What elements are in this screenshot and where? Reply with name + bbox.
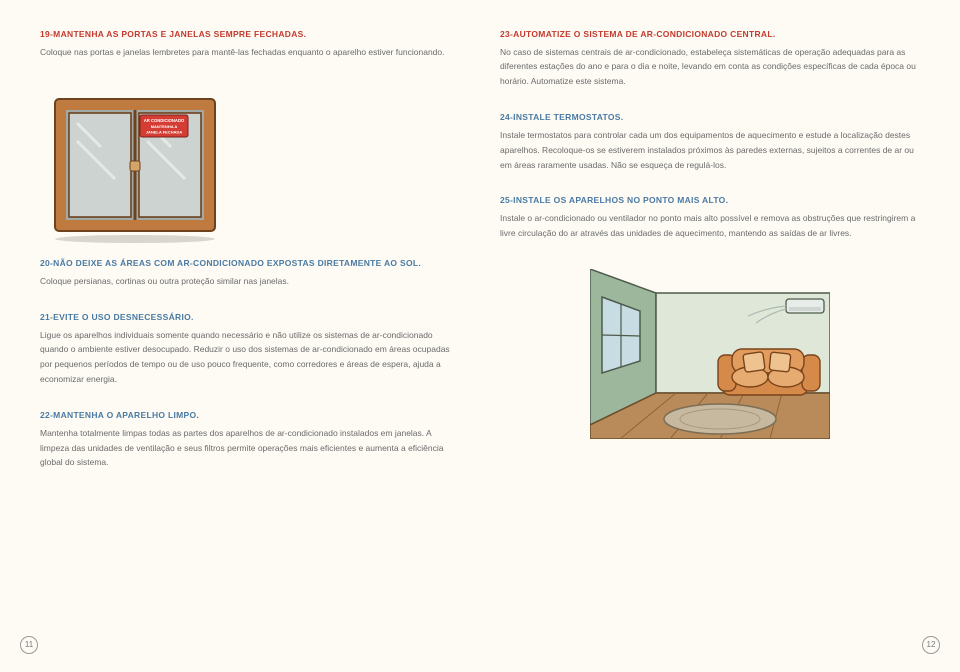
tip-25-heading: 25-INSTALE OS APARELHOS NO PONTO MAIS AL… [500,194,920,208]
svg-text:MANTENHA A: MANTENHA A [151,124,178,129]
tip-19: 19-MANTENHA AS PORTAS E JANELAS SEMPRE F… [40,28,460,73]
tip-22: 22-MANTENHA O APARELHO LIMPO. Mantenha t… [40,409,460,484]
svg-text:JANELA FECHADA: JANELA FECHADA [146,130,183,135]
page-number-right: 12 [922,636,940,654]
tip-24-body: Instale termostatos para controlar cada … [500,128,920,173]
tip-21-heading: 21-EVITE O USO DESNECESSÁRIO. [40,311,460,325]
tip-25: 25-INSTALE OS APARELHOS NO PONTO MAIS AL… [500,194,920,254]
tip-23-body: No caso de sistemas centrais de ar-condi… [500,45,920,90]
page-number-right-value: 12 [927,639,936,652]
svg-text:AR CONDICIONADO: AR CONDICIONADO [144,118,185,123]
left-column: 19-MANTENHA AS PORTAS E JANELAS SEMPRE F… [40,28,460,652]
tip-21-body: Ligue os aparelhos individuais somente q… [40,328,460,388]
right-column: 23-AUTOMATIZE O SISTEMA DE AR-CONDICIONA… [500,28,920,652]
tip-22-heading: 22-MANTENHA O APARELHO LIMPO. [40,409,460,423]
tip-23: 23-AUTOMATIZE O SISTEMA DE AR-CONDICIONA… [500,28,920,103]
tip-20-body: Coloque persianas, cortinas ou outra pro… [40,274,460,289]
tip-19-body: Coloque nas portas e janelas lembretes p… [40,45,460,60]
tip-19-heading: 19-MANTENHA AS PORTAS E JANELAS SEMPRE F… [40,28,460,42]
page-number-left-value: 11 [25,639,33,652]
tip-20-heading: 20-NÃO DEIXE AS ÁREAS COM AR-CONDICIONAD… [40,257,460,271]
tip-21: 21-EVITE O USO DESNECESSÁRIO. Ligue os a… [40,311,460,401]
tip-23-heading: 23-AUTOMATIZE O SISTEMA DE AR-CONDICIONA… [500,28,920,42]
tip-25-body: Instale o ar-condicionado ou ventilador … [500,211,920,241]
page-number-left: 11 [20,636,38,654]
tip-24: 24-INSTALE TERMOSTATOS. Instale termosta… [500,111,920,186]
page-spread: 19-MANTENHA AS PORTAS E JANELAS SEMPRE F… [0,0,960,672]
window-illustration: AR CONDICIONADO MANTENHA A JANELA FECHAD… [45,93,225,243]
room-illustration [590,269,830,439]
tip-20: 20-NÃO DEIXE AS ÁREAS COM AR-CONDICIONAD… [40,257,460,302]
tip-24-heading: 24-INSTALE TERMOSTATOS. [500,111,920,125]
tip-22-body: Mantenha totalmente limpas todas as part… [40,426,460,471]
